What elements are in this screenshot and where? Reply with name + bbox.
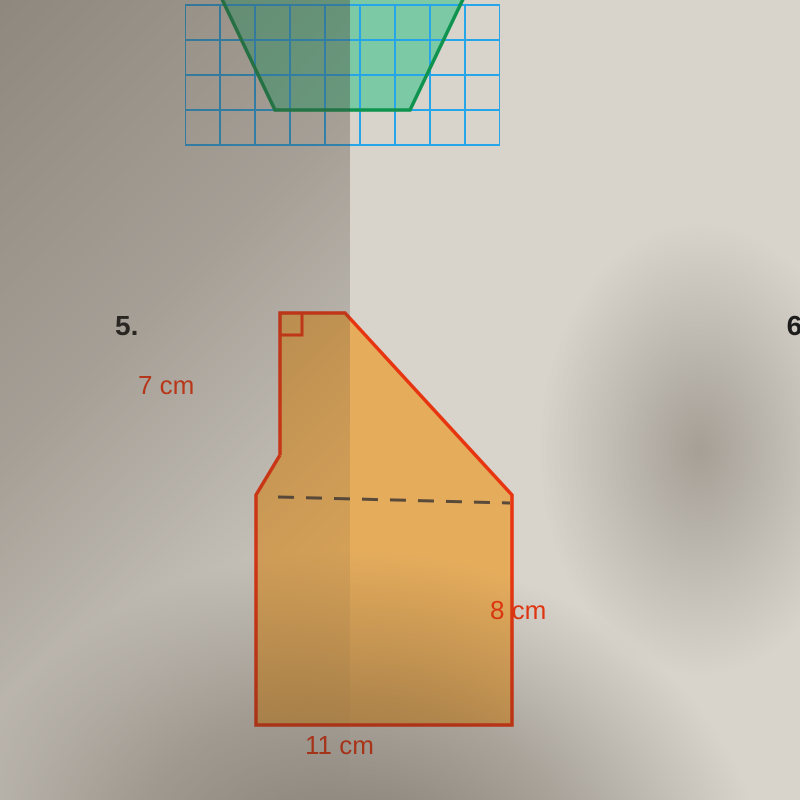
problem-number-6: 6.: [787, 310, 800, 342]
pentagon-svg: [210, 305, 610, 775]
grid-figure: [185, 0, 500, 175]
shape-fill: [256, 313, 512, 725]
label-7cm: 7 cm: [138, 370, 194, 401]
pentagon-figure: 7 cm 8 cm 11 cm: [210, 305, 610, 775]
label-11cm: 11 cm: [305, 730, 374, 761]
label-8cm: 8 cm: [490, 595, 546, 626]
grid-svg: [185, 0, 500, 175]
problem-number-5: 5.: [115, 310, 138, 342]
textbook-page: 5. 6. 7 cm 8 cm 11 cm: [0, 0, 800, 800]
trapezoid-fill: [220, 0, 465, 110]
